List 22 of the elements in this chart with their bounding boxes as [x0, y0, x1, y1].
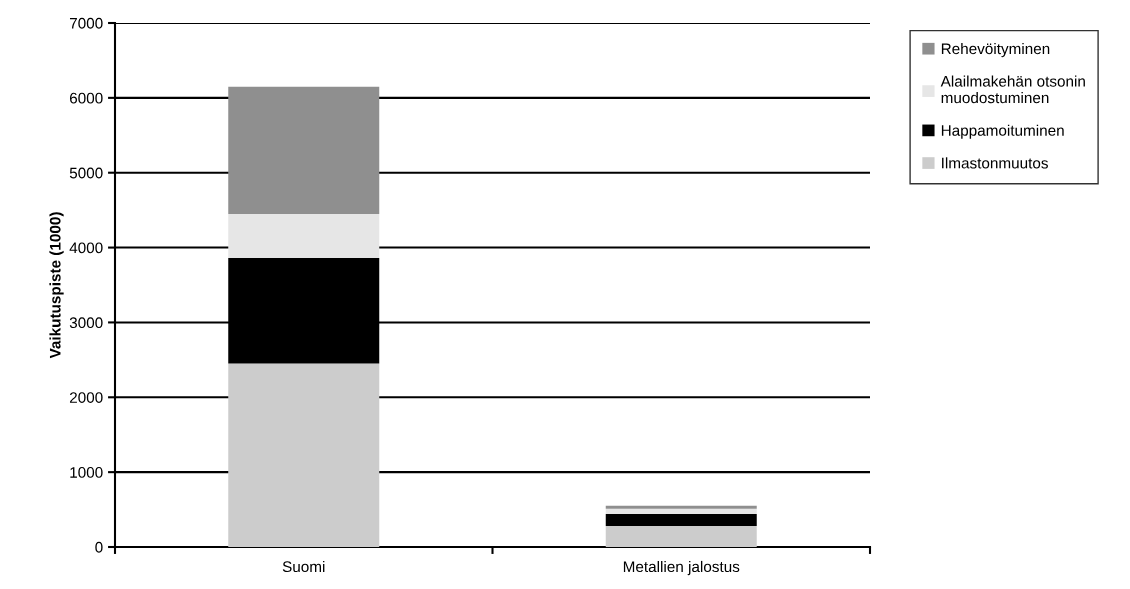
bar: [228, 213, 380, 259]
bar: [228, 86, 380, 214]
bar: [605, 505, 757, 509]
y-tick-label: 3000: [69, 317, 103, 329]
y-tick-label: 7000: [69, 17, 103, 29]
bar: [228, 363, 380, 547]
bar: [605, 508, 757, 515]
y-tick-label: 4000: [69, 242, 103, 254]
y-axis-title: Vaikutuspiste (1000): [49, 212, 64, 359]
bar: [605, 526, 757, 547]
x-tick-label: Metallien jalostus: [623, 560, 740, 576]
y-tick-label: 0: [95, 541, 103, 553]
y-tick-label: 2000: [69, 392, 103, 403]
legend-label: Happamoituminen: [941, 124, 1064, 139]
bar: [605, 514, 757, 527]
legend-label: Rehevöityminen: [941, 42, 1050, 58]
y-tick-label: 5000: [69, 167, 103, 179]
legend-label: Ilmastonmuutos: [942, 157, 1048, 169]
x-tick-label: Suomi: [282, 560, 325, 573]
y-tick-label: 6000: [69, 92, 103, 104]
legend-label: Alailmakehän otsonin muodostuminen: [940, 75, 1085, 104]
y-tick-label: 1000: [70, 467, 103, 478]
